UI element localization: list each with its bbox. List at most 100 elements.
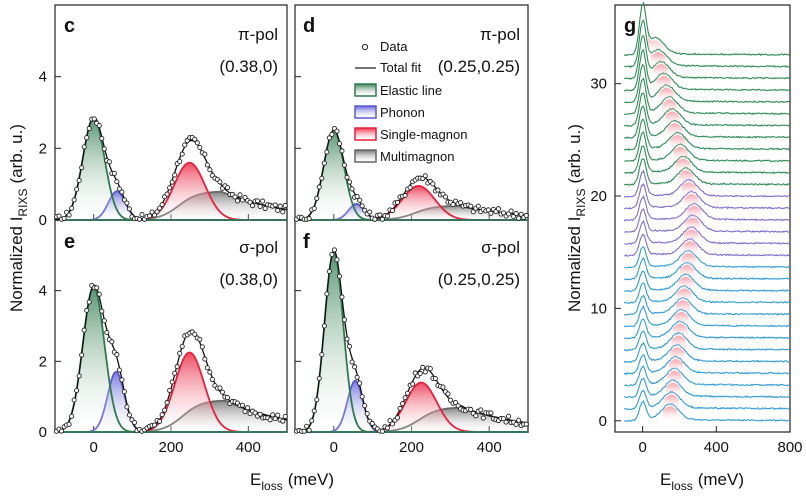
data-point-e bbox=[119, 377, 125, 383]
data-point-f bbox=[473, 413, 479, 419]
data-point-f bbox=[384, 425, 390, 431]
data-point-e bbox=[257, 411, 263, 417]
data-point-f bbox=[362, 403, 368, 409]
magnon-peak-highlight bbox=[664, 111, 680, 126]
stacked-spectrum bbox=[624, 207, 791, 233]
data-point-d bbox=[326, 135, 332, 141]
panel-f-q: (0.25,0.25) bbox=[438, 270, 520, 289]
data-point-f bbox=[405, 390, 411, 396]
data-point-d bbox=[389, 207, 396, 214]
shared-ylabel: Normalized IRIXS (arb. u.) bbox=[7, 124, 30, 312]
data-point-e bbox=[164, 400, 170, 406]
y-tick-label-g-1: 10 bbox=[590, 300, 607, 317]
panel-d-plot bbox=[293, 76, 529, 222]
magnon-peak-highlight bbox=[672, 323, 688, 339]
data-point-c bbox=[177, 158, 183, 165]
x-tick-label-g-2: 800 bbox=[777, 439, 802, 456]
panel-f-polarization: σ-pol bbox=[481, 238, 520, 257]
data-point-d bbox=[508, 208, 514, 214]
data-point-d bbox=[402, 192, 408, 199]
data-point-d bbox=[316, 184, 322, 190]
shared-xlabel-main: E bbox=[250, 470, 261, 489]
data-point-c bbox=[111, 170, 117, 176]
data-point-c bbox=[86, 125, 92, 132]
data-point-e bbox=[99, 308, 105, 314]
data-point-c bbox=[159, 202, 165, 208]
stacked-spectrum bbox=[623, 282, 791, 304]
stacked-spectrum bbox=[624, 365, 791, 387]
data-point-f bbox=[301, 428, 307, 434]
panel-g-plot: 0 400 800 0 10 20 30 bbox=[590, 1, 803, 456]
data-point-d bbox=[362, 207, 368, 213]
stacked-spectrum bbox=[623, 294, 791, 316]
data-point-f bbox=[321, 323, 327, 329]
g-ylabel: Normalized IRIXS (arb. u.) bbox=[565, 124, 588, 312]
magnon-peak-highlight bbox=[653, 64, 669, 79]
data-point-c bbox=[257, 203, 263, 210]
data-point-e bbox=[104, 329, 110, 336]
stacked-spectrum bbox=[623, 182, 791, 210]
data-point-c bbox=[260, 198, 266, 204]
data-point-e bbox=[131, 420, 138, 426]
data-point-e bbox=[74, 387, 80, 394]
magnon-peak-highlight bbox=[667, 370, 682, 386]
data-point-d bbox=[349, 186, 355, 192]
panel-label-g: g bbox=[624, 15, 636, 37]
data-point-e bbox=[202, 356, 208, 362]
data-point-f bbox=[500, 416, 507, 422]
data-point-e bbox=[157, 418, 163, 424]
data-point-f bbox=[357, 380, 363, 386]
data-point-c bbox=[202, 151, 208, 157]
data-point-f bbox=[316, 375, 322, 381]
x-tick-label-e-0: 0 bbox=[89, 439, 97, 456]
data-point-e bbox=[86, 299, 92, 305]
panel-c-q: (0.38,0) bbox=[219, 57, 278, 76]
data-point-c bbox=[247, 199, 253, 205]
data-point-c bbox=[119, 189, 125, 195]
legend-phonon-swatch bbox=[354, 105, 377, 119]
panel-d-q: (0.25,0.25) bbox=[438, 57, 520, 76]
data-point-c bbox=[280, 209, 286, 215]
data-point-f bbox=[453, 400, 459, 406]
data-point-d bbox=[384, 213, 390, 219]
shared-ylabel-unit: (arb. u.) bbox=[7, 124, 26, 184]
data-point-f bbox=[369, 420, 375, 427]
data-point-e bbox=[242, 408, 248, 415]
x-tick-label-e-2: 400 bbox=[236, 439, 261, 456]
panel-label-e: e bbox=[64, 231, 75, 253]
data-point-c bbox=[76, 177, 82, 184]
data-point-d bbox=[306, 216, 312, 222]
stacked-spectrum bbox=[623, 118, 791, 151]
data-point-e bbox=[275, 412, 281, 418]
stacked-spectrum bbox=[624, 131, 791, 163]
data-point-d bbox=[495, 206, 502, 212]
data-point-c bbox=[232, 194, 238, 200]
data-point-f bbox=[427, 366, 433, 372]
data-point-c bbox=[152, 212, 158, 218]
magnon-peak-highlight bbox=[679, 264, 695, 280]
data-point-f bbox=[440, 384, 446, 390]
data-point-f bbox=[503, 419, 509, 425]
data-point-e bbox=[167, 387, 173, 393]
magnon-peak-highlight bbox=[659, 87, 674, 103]
data-point-f bbox=[306, 427, 312, 433]
data-point-e bbox=[270, 412, 276, 418]
data-point-f bbox=[364, 411, 370, 417]
data-point-c bbox=[172, 172, 178, 178]
data-point-f bbox=[309, 418, 315, 424]
data-point-e bbox=[71, 397, 77, 403]
data-point-e bbox=[152, 422, 158, 428]
data-point-d bbox=[321, 160, 327, 166]
data-point-c bbox=[66, 212, 72, 218]
data-point-c bbox=[84, 135, 90, 141]
data-point-e bbox=[126, 412, 132, 418]
data-point-f bbox=[349, 359, 355, 365]
data-point-d bbox=[377, 212, 383, 218]
panel-d-polarization: π-pol bbox=[480, 25, 520, 44]
x-tick-label-f-1: 200 bbox=[399, 439, 424, 456]
legend-multi-label: Multimagnon bbox=[380, 149, 454, 164]
data-point-e bbox=[207, 369, 213, 375]
x-tick-label-e-1: 200 bbox=[158, 439, 183, 456]
data-point-d bbox=[311, 206, 317, 212]
magnon-peak-highlight bbox=[664, 394, 680, 409]
